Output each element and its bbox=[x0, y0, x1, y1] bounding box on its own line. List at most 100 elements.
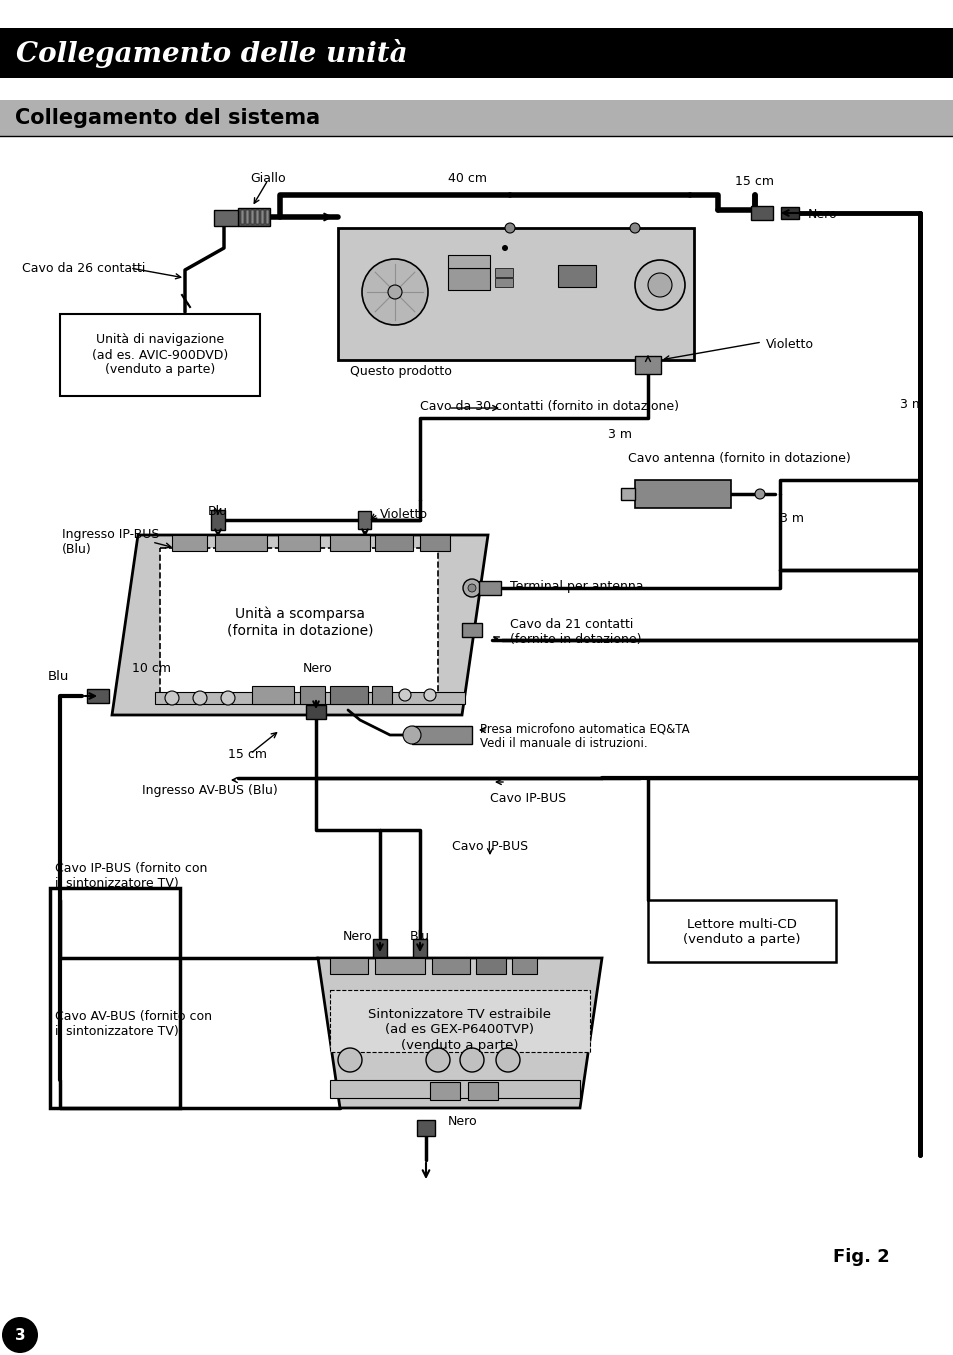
Bar bbox=[214, 535, 267, 551]
Circle shape bbox=[504, 224, 515, 233]
Text: Ingresso IP-BUS
(Blu): Ingresso IP-BUS (Blu) bbox=[62, 528, 159, 556]
Text: Giallo: Giallo bbox=[250, 172, 286, 186]
Text: Cavo IP-BUS: Cavo IP-BUS bbox=[452, 840, 528, 854]
Circle shape bbox=[496, 1047, 519, 1072]
Text: Unità di navigazione
(ad es. AVIC-900DVD)
(venduto a parte): Unità di navigazione (ad es. AVIC-900DVD… bbox=[91, 333, 228, 377]
Circle shape bbox=[426, 1047, 450, 1072]
Bar bbox=[211, 509, 225, 530]
Circle shape bbox=[459, 1047, 483, 1072]
Bar bbox=[246, 210, 249, 224]
Text: Ingresso AV-BUS (Blu): Ingresso AV-BUS (Blu) bbox=[142, 785, 277, 797]
Text: Sintonizzatore TV estraibile
(ad es GEX-P6400TVP)
(venduto a parte): Sintonizzatore TV estraibile (ad es GEX-… bbox=[368, 1008, 551, 1051]
Circle shape bbox=[388, 285, 401, 299]
Bar bbox=[620, 488, 635, 500]
Circle shape bbox=[468, 584, 476, 592]
Text: Questo prodotto: Questo prodotto bbox=[350, 364, 452, 378]
Circle shape bbox=[221, 691, 234, 705]
Bar bbox=[213, 210, 237, 226]
Text: Cavo IP-BUS: Cavo IP-BUS bbox=[490, 793, 565, 805]
Text: Cavo AV-BUS (fornito con
il sintonizzatore TV): Cavo AV-BUS (fornito con il sintonizzato… bbox=[55, 1009, 212, 1038]
Text: Collegamento del sistema: Collegamento del sistema bbox=[15, 108, 320, 127]
Bar bbox=[448, 255, 490, 268]
Bar bbox=[412, 726, 472, 744]
Bar bbox=[172, 535, 207, 551]
Bar bbox=[448, 268, 490, 290]
Circle shape bbox=[402, 726, 420, 744]
Text: Nero: Nero bbox=[343, 930, 373, 943]
Bar bbox=[299, 686, 325, 705]
Bar bbox=[252, 686, 294, 705]
Bar bbox=[277, 535, 319, 551]
Bar bbox=[635, 356, 660, 374]
Circle shape bbox=[337, 1047, 361, 1072]
Text: 3: 3 bbox=[14, 1328, 26, 1343]
Text: 15 cm: 15 cm bbox=[229, 748, 267, 762]
Bar bbox=[430, 1083, 459, 1100]
Text: Collegamento delle unità: Collegamento delle unità bbox=[16, 38, 407, 68]
Bar bbox=[330, 958, 368, 974]
Text: Cavo antenna (fornito in dotazione): Cavo antenna (fornito in dotazione) bbox=[627, 453, 850, 465]
Circle shape bbox=[398, 688, 411, 701]
Bar bbox=[255, 210, 258, 224]
Bar bbox=[750, 206, 772, 220]
Bar bbox=[87, 688, 109, 703]
Text: Fig. 2: Fig. 2 bbox=[832, 1248, 889, 1266]
Bar bbox=[241, 210, 244, 224]
Bar bbox=[60, 314, 260, 396]
Bar bbox=[476, 958, 505, 974]
Bar bbox=[512, 958, 537, 974]
Text: Nero: Nero bbox=[303, 663, 333, 675]
Bar bbox=[372, 686, 392, 705]
Bar bbox=[461, 623, 481, 637]
Bar bbox=[373, 939, 387, 957]
Bar bbox=[432, 958, 470, 974]
Text: Violetto: Violetto bbox=[379, 508, 428, 522]
Bar bbox=[251, 210, 253, 224]
Circle shape bbox=[423, 688, 436, 701]
Text: Unità a scomparsa
(fornita in dotazione): Unità a scomparsa (fornita in dotazione) bbox=[227, 607, 373, 637]
Circle shape bbox=[647, 272, 671, 297]
Text: Presa microfono automatica EQ&TA
Vedi il manuale di istruzioni.: Presa microfono automatica EQ&TA Vedi il… bbox=[479, 722, 689, 751]
Bar bbox=[416, 1121, 435, 1135]
Bar bbox=[647, 900, 835, 962]
Text: 3 m: 3 m bbox=[780, 512, 803, 524]
Circle shape bbox=[361, 259, 428, 325]
Bar bbox=[495, 268, 513, 276]
Bar bbox=[358, 511, 371, 528]
Text: Terminal per antenna: Terminal per antenna bbox=[510, 580, 643, 593]
Bar bbox=[237, 209, 270, 226]
Bar bbox=[781, 207, 799, 220]
Polygon shape bbox=[112, 535, 488, 715]
Bar bbox=[375, 958, 424, 974]
Circle shape bbox=[165, 691, 179, 705]
Bar bbox=[0, 28, 953, 79]
Circle shape bbox=[501, 245, 507, 251]
Bar bbox=[160, 547, 437, 696]
Text: 10 cm: 10 cm bbox=[132, 663, 172, 675]
Bar bbox=[419, 535, 450, 551]
Bar bbox=[478, 581, 500, 595]
Text: 3 m: 3 m bbox=[607, 428, 631, 440]
Circle shape bbox=[754, 489, 764, 499]
Circle shape bbox=[2, 1317, 38, 1354]
Text: Nero: Nero bbox=[448, 1115, 477, 1127]
Bar bbox=[330, 1080, 579, 1098]
Text: Blu: Blu bbox=[410, 930, 430, 943]
Text: Nero: Nero bbox=[807, 209, 837, 221]
Bar bbox=[266, 210, 269, 224]
Text: Blu: Blu bbox=[48, 669, 70, 683]
Text: Cavo da 26 contatti: Cavo da 26 contatti bbox=[22, 262, 145, 275]
Bar bbox=[468, 1083, 497, 1100]
Bar bbox=[330, 535, 370, 551]
Text: Blu: Blu bbox=[208, 505, 228, 518]
Text: Cavo da 21 contatti
(fornito in dotazione): Cavo da 21 contatti (fornito in dotazion… bbox=[510, 618, 640, 646]
Text: 3 m: 3 m bbox=[899, 398, 923, 411]
Bar bbox=[50, 888, 180, 1108]
Circle shape bbox=[629, 224, 639, 233]
Circle shape bbox=[193, 691, 207, 705]
Circle shape bbox=[462, 579, 480, 598]
Bar bbox=[375, 535, 413, 551]
Bar bbox=[330, 686, 368, 705]
Bar bbox=[413, 939, 427, 957]
Bar bbox=[306, 705, 326, 720]
